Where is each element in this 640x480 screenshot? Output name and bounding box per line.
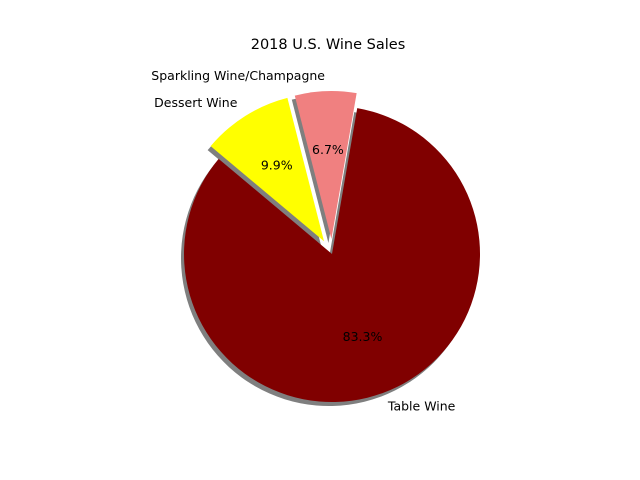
pie-wedges [184,91,481,403]
slice-percent-table-wine: 83.3% [343,329,383,344]
slice-table-wine [184,108,481,403]
slice-dessert-wine [210,97,325,242]
chart-title: 2018 U.S. Wine Sales [251,37,406,53]
slice-label-sparkling-wine-champagne: Sparkling Wine/Champagne [151,68,325,83]
slice-label-dessert-wine: Dessert Wine [154,95,238,110]
slice-sparkling-wine-champagne [294,91,357,240]
slice-percent-sparkling-wine-champagne: 6.7% [312,142,344,157]
pie-labels: Table Wine 83.3% Sparkling Wine/Champagne 6… [151,68,455,414]
slice-percent-dessert-wine: 9.9% [261,158,293,173]
slice-label-table-wine: Table Wine [387,398,456,413]
